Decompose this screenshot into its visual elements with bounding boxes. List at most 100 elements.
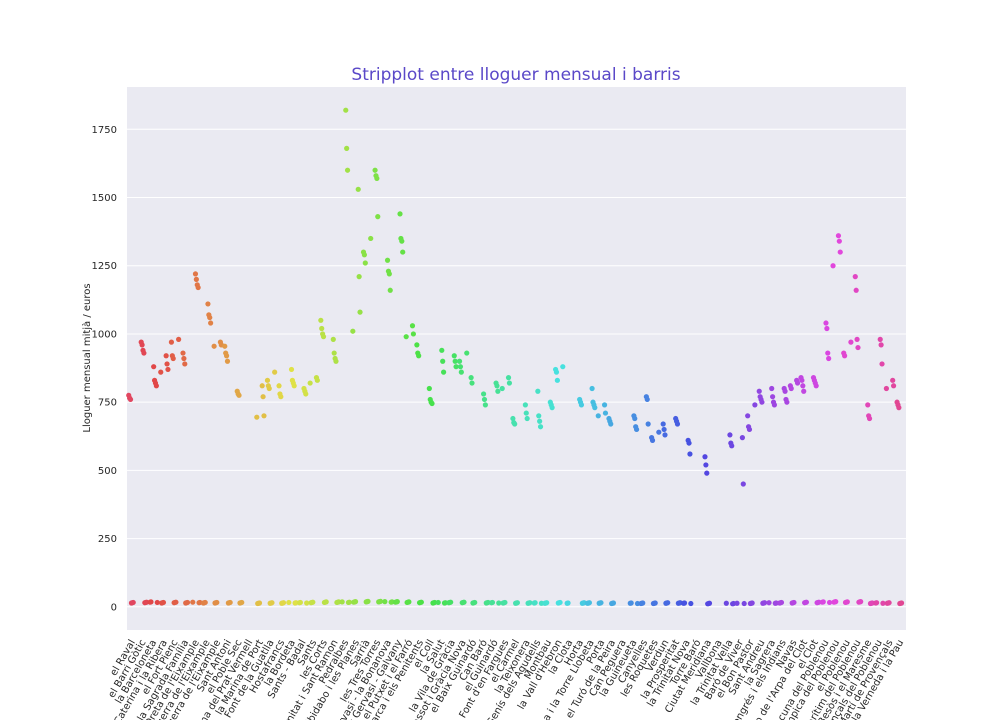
strip-point — [211, 343, 217, 349]
strip-point — [688, 600, 694, 607]
strip-point — [494, 383, 500, 389]
strip-point — [406, 599, 412, 605]
strip-point — [858, 599, 864, 605]
strip-point — [441, 369, 447, 375]
strip-point — [468, 375, 474, 381]
strip-point — [499, 385, 505, 392]
strip-point — [310, 599, 316, 605]
strip-point — [784, 399, 790, 405]
strip-point — [151, 364, 157, 370]
strip-point — [800, 383, 806, 389]
strip-point — [456, 358, 463, 364]
strip-point — [535, 388, 541, 394]
strip-point — [523, 410, 529, 416]
strip-point — [222, 343, 228, 349]
strip-point — [865, 402, 871, 408]
strip-point — [139, 342, 145, 348]
strip-point — [410, 331, 416, 337]
strip-point — [825, 350, 831, 356]
strip-point — [256, 600, 263, 606]
strip-point — [458, 369, 464, 375]
strip-point — [854, 336, 860, 342]
strip-point — [506, 380, 513, 386]
strip-point — [771, 402, 778, 408]
strip-point — [770, 394, 776, 400]
strip-point — [482, 402, 488, 408]
strip-point — [557, 599, 563, 606]
strip-point — [886, 600, 892, 606]
strip-point — [260, 394, 266, 400]
strip-point — [193, 276, 199, 282]
strip-point — [496, 600, 502, 606]
strip-point — [164, 361, 170, 367]
strip-point — [788, 385, 794, 392]
strip-point — [333, 358, 339, 364]
strip-point — [344, 145, 350, 151]
strip-point — [537, 418, 543, 424]
y-axis-label: Lloguer mensual mitjà / euros — [81, 283, 93, 432]
y-tick-label: 0 — [111, 602, 117, 613]
strip-point — [439, 347, 445, 353]
strip-point — [165, 366, 171, 373]
strip-point — [452, 358, 458, 364]
strip-point — [429, 400, 435, 407]
strip-point — [598, 600, 604, 606]
strip-point — [269, 600, 275, 606]
strip-point — [403, 334, 409, 340]
strip-point — [644, 396, 650, 403]
strip-point — [799, 377, 805, 383]
strip-point — [762, 600, 768, 606]
strip-point — [880, 600, 886, 606]
strip-point — [727, 432, 733, 438]
strip-point — [362, 260, 368, 266]
strip-point — [361, 252, 368, 258]
strip-point — [208, 320, 214, 326]
y-tick-label: 750 — [98, 398, 117, 409]
strip-point — [192, 271, 199, 277]
strip-point — [154, 599, 160, 606]
strip-point — [601, 402, 608, 408]
strip-point — [291, 383, 297, 389]
strip-point — [318, 317, 324, 323]
strip-point — [352, 599, 359, 605]
strip-point — [416, 353, 422, 359]
strip-point — [702, 454, 708, 460]
strip-point — [343, 107, 349, 113]
strip-point — [375, 214, 381, 220]
strip-point — [176, 336, 182, 342]
y-tick-label: 1250 — [92, 261, 117, 272]
strip-point — [522, 402, 528, 408]
strip-point — [141, 350, 147, 356]
strip-point — [160, 599, 167, 606]
strip-point — [729, 443, 735, 449]
strip-point — [414, 342, 420, 348]
strip-point — [769, 385, 775, 392]
strip-point — [877, 336, 883, 342]
strip-point — [158, 369, 164, 375]
strip-point — [756, 388, 762, 394]
strip-point — [855, 344, 861, 351]
strip-point — [813, 383, 819, 389]
strip-point — [394, 599, 400, 605]
strip-point — [524, 415, 530, 422]
strip-point — [319, 325, 325, 332]
strip-point — [782, 388, 788, 394]
strip-point — [734, 600, 740, 606]
strip-point — [803, 599, 810, 605]
strip-point — [723, 600, 729, 606]
strip-point — [180, 350, 186, 356]
strip-point — [665, 600, 671, 606]
strip-point — [759, 399, 765, 405]
strip-point — [645, 421, 651, 427]
y-tick-label: 500 — [98, 466, 117, 477]
strip-point — [356, 274, 362, 280]
strip-point — [633, 426, 640, 433]
strip-point — [527, 600, 533, 606]
strip-point — [339, 599, 345, 605]
strip-point — [532, 600, 538, 606]
strip-point — [435, 599, 441, 606]
strip-point — [820, 599, 826, 605]
strip-point — [400, 249, 406, 255]
strip-point — [190, 599, 196, 605]
strip-point — [826, 599, 833, 606]
